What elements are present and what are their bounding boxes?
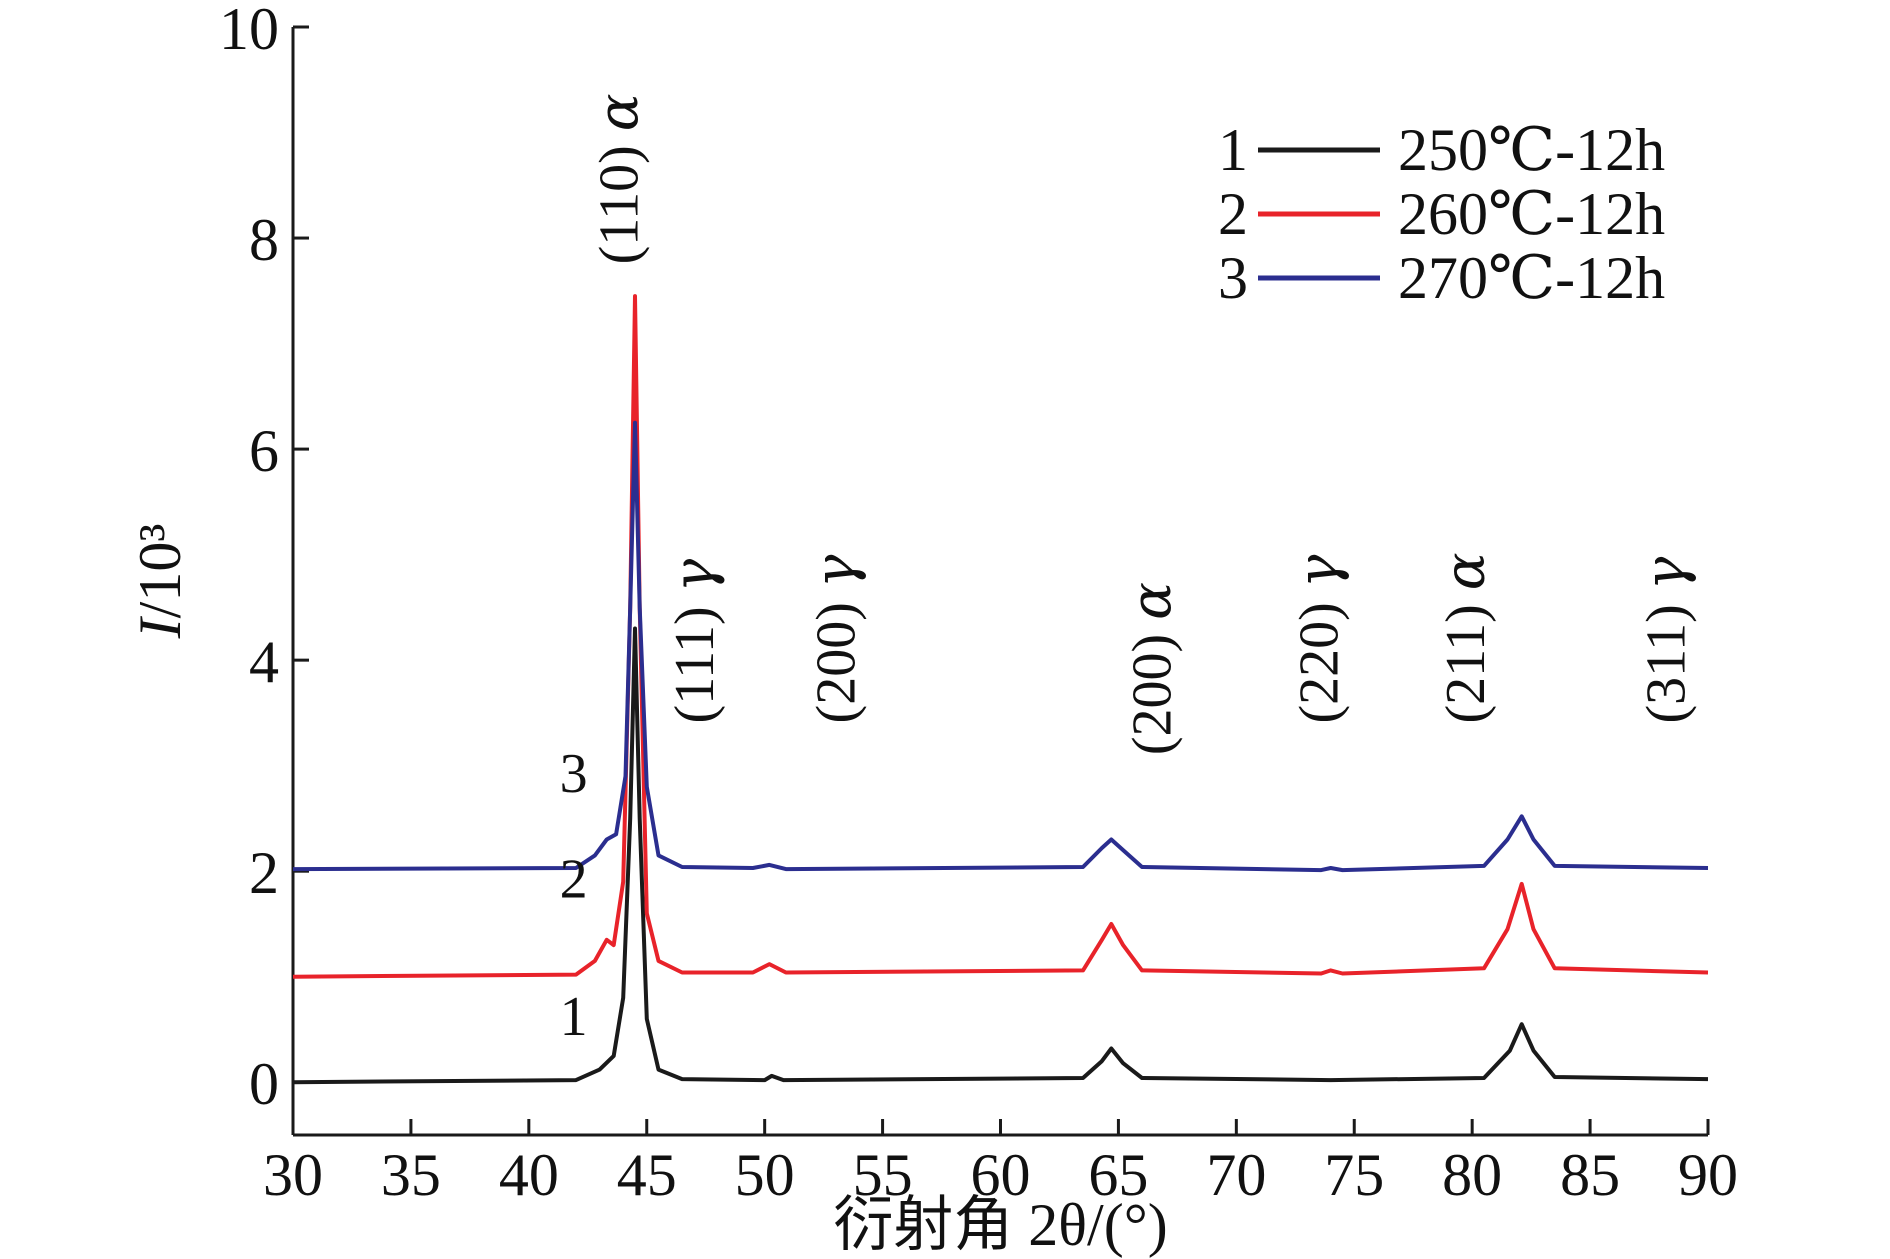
x-tick-label: 55 xyxy=(853,1142,913,1208)
peak-annotation: (211) α xyxy=(1433,552,1498,723)
y-tick-label: 10 xyxy=(219,0,279,62)
curve-number-label: 2 xyxy=(560,849,588,911)
series-line-2 xyxy=(292,294,1709,979)
y-tick-label: 4 xyxy=(249,629,279,695)
peak-annotation: (200) α xyxy=(1119,582,1184,755)
series-line-3 xyxy=(292,420,1709,873)
x-tick-label: 30 xyxy=(263,1142,323,1208)
x-tick-label: 60 xyxy=(971,1142,1031,1208)
legend: 1 250℃-12h 2 260℃-12h 3 270℃-12h xyxy=(1218,117,1665,311)
x-tick-label: 65 xyxy=(1088,1142,1148,1208)
x-tick-label: 45 xyxy=(617,1142,677,1208)
x-tick-label: 40 xyxy=(499,1142,559,1208)
peak-annotation: (311) γ xyxy=(1633,556,1698,723)
peak-annotation: (110) α xyxy=(586,93,651,264)
peak-annotation: (220) γ xyxy=(1287,554,1352,723)
annotations: 123(110) α(111) γ(200) γ(200) α (220) γ(2… xyxy=(560,93,1699,1047)
legend-number: 2 xyxy=(1218,181,1248,247)
y-tick-label: 8 xyxy=(249,207,279,273)
x-tick-label: 85 xyxy=(1560,1142,1620,1208)
x-tick-label: 35 xyxy=(381,1142,441,1208)
y-tick-label: 2 xyxy=(249,840,279,906)
series-line-1 xyxy=(292,626,1709,1085)
x-axis-title: 衍射角 2θ/(°) xyxy=(833,1192,1167,1258)
x-tick-label: 75 xyxy=(1324,1142,1384,1208)
peak-annotation: (111) γ xyxy=(662,558,727,723)
x-tick-label: 80 xyxy=(1442,1142,1502,1208)
curve-number-label: 1 xyxy=(560,986,588,1048)
series-layer xyxy=(292,294,1709,1085)
legend-label: 270℃-12h xyxy=(1398,245,1665,311)
x-tick-label: 70 xyxy=(1206,1142,1266,1208)
curve-number-label: 3 xyxy=(560,743,588,805)
x-tick-label: 50 xyxy=(735,1142,795,1208)
legend-number: 3 xyxy=(1218,245,1248,311)
legend-number: 1 xyxy=(1218,117,1248,183)
y-tick-label: 6 xyxy=(249,418,279,484)
legend-label: 260℃-12h xyxy=(1398,181,1665,247)
legend-label: 250℃-12h xyxy=(1398,117,1665,183)
y-tick-label: 0 xyxy=(249,1051,279,1117)
x-tick-label: 90 xyxy=(1678,1142,1738,1208)
axes: 30 35 40 45 50 55 60 65 70 75 80 85 90 0 2 4 6 8 10 xyxy=(219,0,1738,1208)
peak-annotation: (200) γ xyxy=(803,554,868,723)
y-axis-title: I/10³ xyxy=(127,524,193,640)
